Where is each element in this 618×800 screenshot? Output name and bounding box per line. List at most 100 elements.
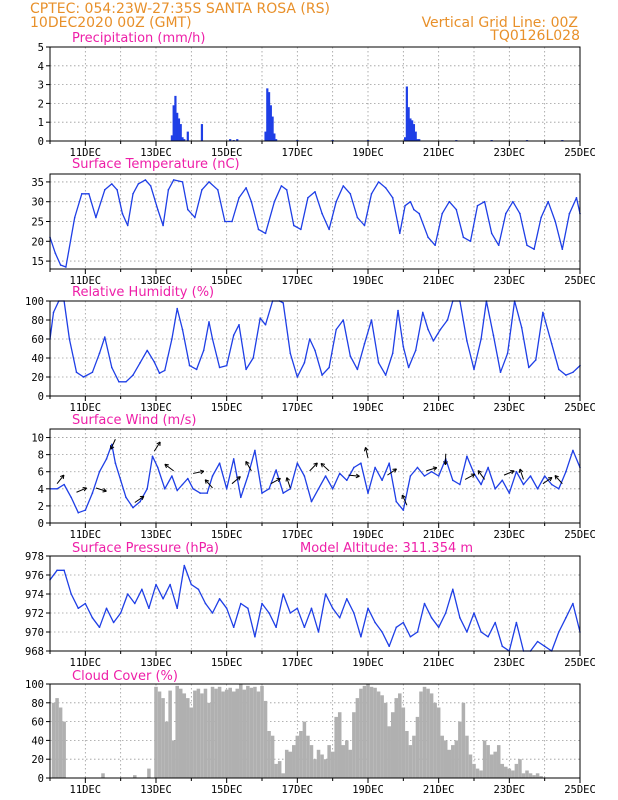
cloud-bar [327,745,331,778]
wind-arrow-head [277,478,281,483]
data-point [139,361,141,364]
y-tick-label: 25 [31,217,44,229]
cloud-bar [253,686,257,778]
x-tick-label: 23DEC [494,529,526,541]
y-tick-label: 8 [38,450,44,462]
cloud-bar [500,763,505,778]
x-tick-label: 25DEC [564,529,596,541]
data-point [70,593,72,595]
x-tick-label: 15DEC [211,657,243,669]
model-id: TQ0126L028 [489,28,580,44]
data-point [565,470,567,473]
wind-arrow [76,487,87,493]
cloud-bar [323,759,328,778]
data-point [202,349,205,352]
cloud-bar [284,749,289,778]
data-point [171,338,173,340]
cloud-bar [394,698,399,778]
data-point [144,179,147,181]
cloud-bar [419,691,423,778]
data-point [91,616,94,619]
data-point [118,380,120,383]
cloud-bar [486,745,490,778]
precip-bar [170,135,173,141]
y-tick-label: 0 [38,136,44,148]
precip-bar [416,139,419,141]
data-point [446,319,449,321]
data-point [155,583,157,586]
data-point [289,352,292,355]
precip-bar [264,131,267,141]
cloud-bar [422,686,427,778]
series-line [49,300,581,383]
x-tick-label: 17DEC [282,402,314,414]
wind-arrow-head [443,460,446,466]
data-point [542,311,544,314]
cloud-bar [224,689,229,778]
cloud-bar [369,686,374,778]
cloud-bar [528,773,533,778]
precip-bar [172,105,175,141]
wind-arrow [193,470,204,474]
cloud-bar [147,768,151,778]
cloud-bar [496,745,501,778]
wind-arrow-head [472,473,476,478]
data-point [257,228,260,231]
data-point [377,181,380,183]
cloud-cover-title: Cloud Cover (%) [72,669,178,684]
data-point [268,488,270,490]
x-tick-label: 17DEC [282,784,314,796]
cloud-bar [380,695,384,778]
cloud-bar [210,686,215,778]
data-point [238,323,240,326]
data-point [81,192,83,195]
cloud-bar [355,698,360,778]
cloud-bar [383,702,388,778]
data-point [181,483,184,486]
data-point [194,216,196,219]
wind-arrow [309,462,318,472]
y-tick-label: 40 [31,353,44,365]
cloud-bar [341,745,346,778]
data-point [476,204,479,207]
x-tick-label: 19DEC [352,402,384,414]
data-point [126,593,129,595]
data-point [353,466,355,469]
data-point [146,488,148,490]
data-point [167,189,170,191]
data-point [195,368,198,371]
wind-arrow-head [103,487,107,492]
data-point [543,475,546,477]
cloud-bar [447,749,452,778]
x-tick-label: 17DEC [282,147,314,159]
data-point [119,612,122,614]
data-point [367,607,369,610]
data-point [409,475,412,477]
data-point [356,368,359,371]
data-point [240,602,242,605]
data-point [367,492,369,494]
data-point [324,593,327,595]
cloud-bar [433,702,437,778]
x-tick-label: 13DEC [140,275,172,287]
data-point [238,196,240,199]
x-tick-label: 23DEC [494,784,526,796]
data-point [139,500,141,503]
data-point [171,475,173,477]
data-point [95,216,97,219]
data-point [59,264,62,266]
data-point [430,616,433,619]
y-tick-label: 40 [31,735,44,747]
precip-bar [405,86,408,141]
x-tick-label: 21DEC [423,529,455,541]
x-tick-label: 17DEC [282,529,314,541]
cloud-bar [461,702,466,778]
x-tick-label: 21DEC [423,147,455,159]
wind-arrow-head [432,466,437,469]
cloud-bar [164,721,169,778]
data-point [328,366,330,369]
wind-arrow-head [205,479,210,482]
data-point [206,492,209,494]
cloud-bar [242,689,247,778]
y-tick-label: 976 [25,570,44,582]
